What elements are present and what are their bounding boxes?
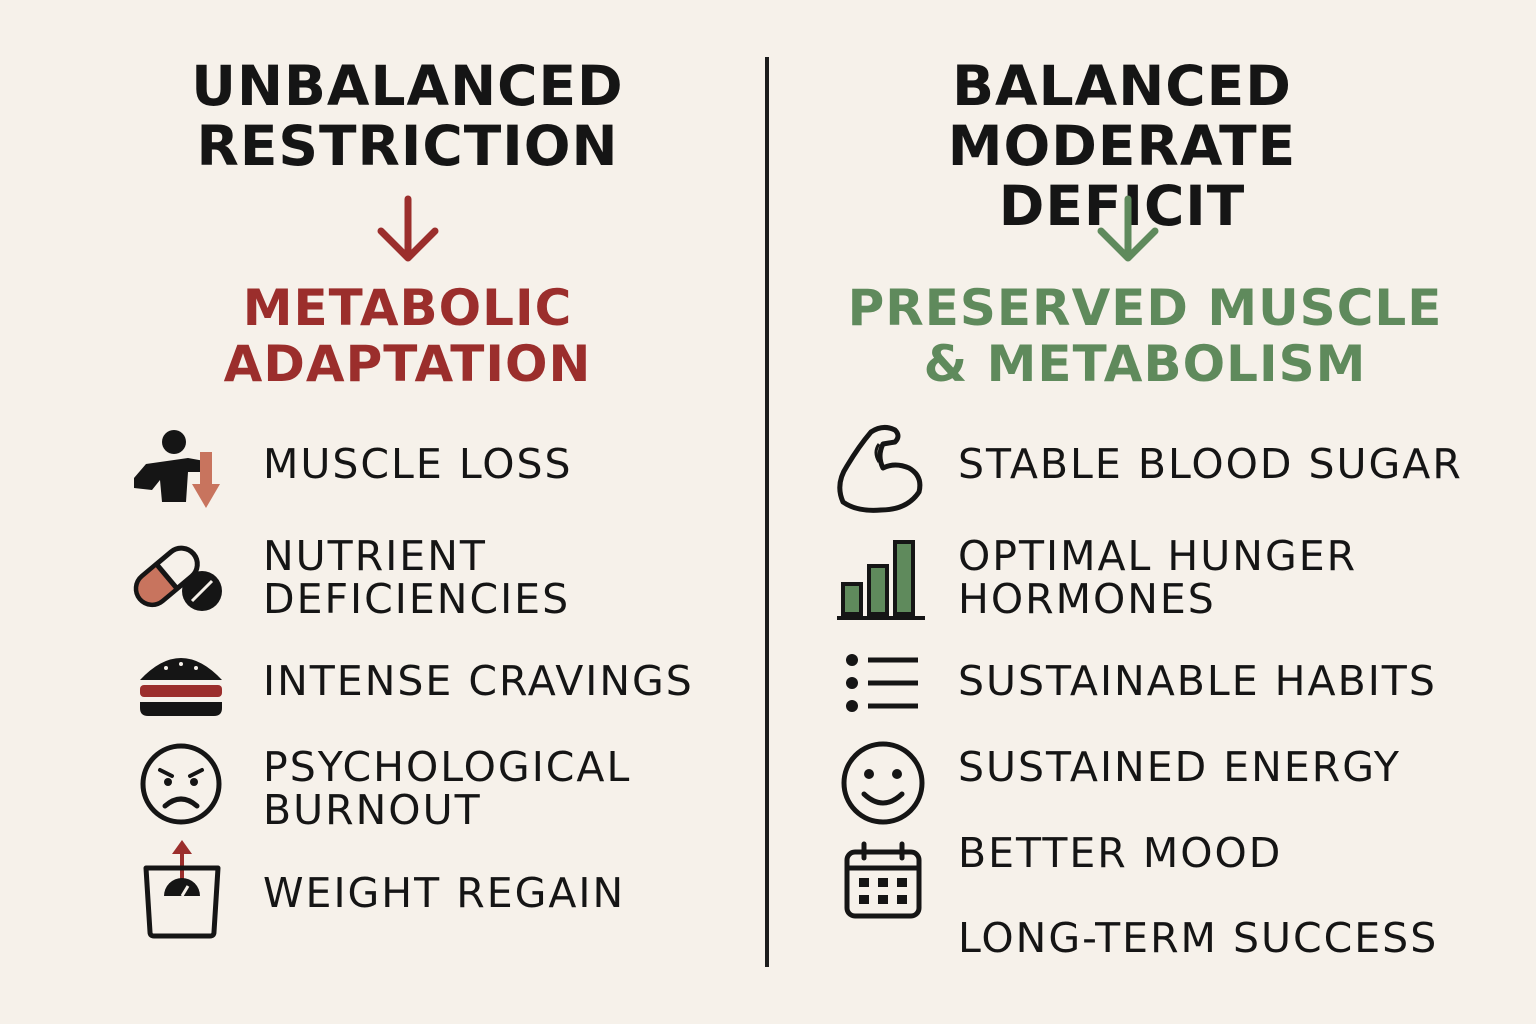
right-item-sustainable-habits: SUSTAINABLE HABITS <box>958 657 1437 705</box>
down-arrow-green-icon <box>1097 195 1159 262</box>
right-item-better-mood: BETTER MOOD <box>958 829 1283 877</box>
left-item-weight-regain: WEIGHT REGAIN <box>263 869 626 917</box>
right-title-line2: MODERATE DEFICIT <box>947 114 1297 238</box>
center-divider <box>765 57 769 967</box>
flexed-arm-icon <box>837 424 923 513</box>
scale-up-arrow-icon <box>143 840 221 939</box>
right-item-long-term-success: LONG-TERM SUCCESS <box>958 914 1439 962</box>
checklist-icon <box>846 654 918 712</box>
left-item-muscle-loss: MUSCLE LOSS <box>263 440 573 488</box>
burger-icon <box>140 658 222 716</box>
left-item-intense-cravings: INTENSE CRAVINGS <box>263 657 694 705</box>
left-item-psychological-burnout: PSYCHOLOGICAL BURNOUT <box>263 743 632 834</box>
left-title-line2: RESTRICTION <box>196 114 619 178</box>
left-outcome-line1: METABOLIC <box>242 279 573 337</box>
right-outcome-line1: PRESERVED MUSCLE <box>847 279 1443 337</box>
down-arrow-red-icon <box>377 195 439 262</box>
right-item-sustained-energy: SUSTAINED ENERGY <box>958 743 1401 791</box>
left-outcome-line2: ADAPTATION <box>223 335 592 393</box>
pill-capsule-icon <box>133 545 222 611</box>
left-column-title: UNBALANCED RESTRICTION <box>150 56 665 176</box>
right-column-title: BALANCED MODERATE DEFICIT <box>820 56 1424 236</box>
smile-face-icon <box>841 741 925 825</box>
right-outcome: PRESERVED MUSCLE & METABOLISM <box>830 280 1460 392</box>
left-title-line1: UNBALANCED <box>191 54 624 118</box>
left-outcome: METABOLIC ADAPTATION <box>150 280 665 392</box>
left-item-nutrient-deficiencies: NUTRIENT DEFICIENCIES <box>263 532 571 623</box>
frown-face-icon <box>140 743 222 825</box>
right-item-stable-blood-sugar: STABLE BLOOD SUGAR <box>958 440 1463 488</box>
bar-chart-icon <box>837 540 925 620</box>
right-title-line1: BALANCED <box>952 54 1292 118</box>
right-item-optimal-hunger-hormones: OPTIMAL HUNGER HORMONES <box>958 532 1358 623</box>
person-muscle-loss-icon <box>134 430 220 508</box>
calendar-icon <box>844 841 922 919</box>
right-outcome-line2: & METABOLISM <box>923 335 1367 393</box>
